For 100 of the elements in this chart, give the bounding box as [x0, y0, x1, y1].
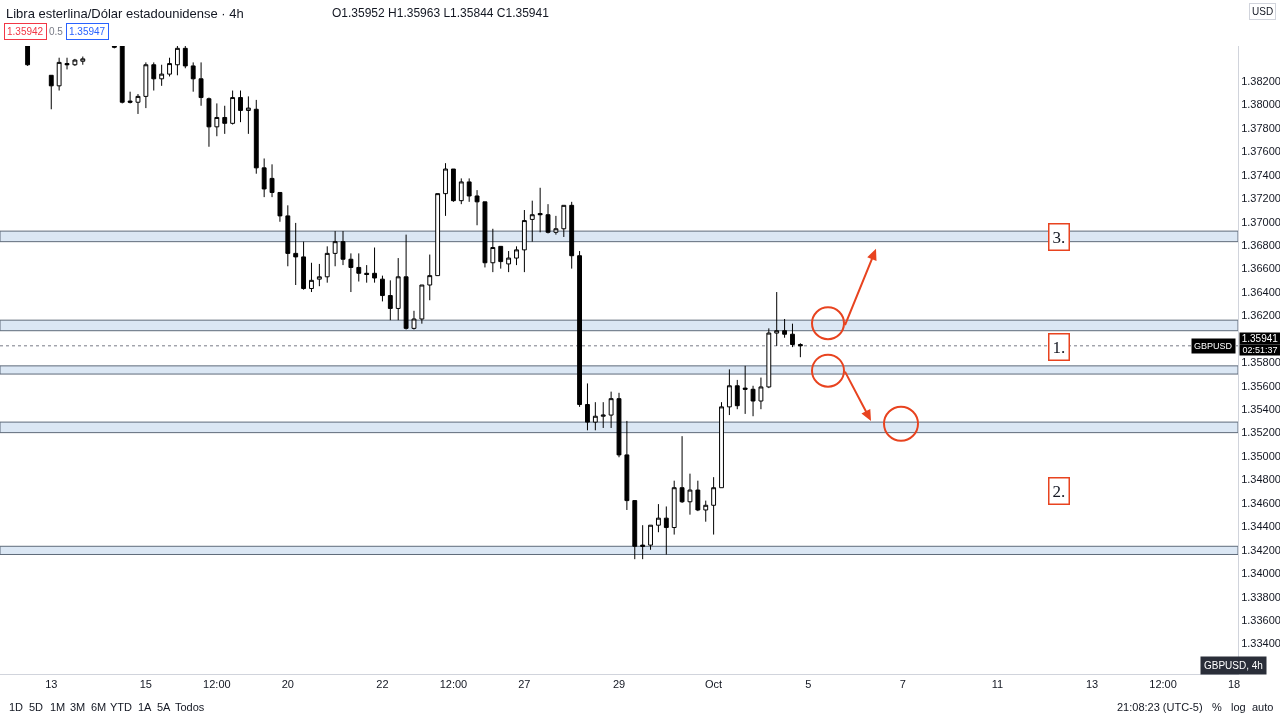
y-tick-label: 1.33800 — [1241, 590, 1280, 603]
candlestick — [758, 377, 764, 410]
text: auto — [1252, 701, 1274, 713]
y-tick-label: 1.37000 — [1241, 215, 1280, 228]
candlestick — [80, 56, 86, 66]
candlestick — [561, 204, 567, 238]
y-tick-label: 1.37200 — [1241, 192, 1280, 205]
candlestick — [182, 46, 188, 69]
candlestick — [514, 245, 519, 266]
candlestick — [553, 215, 559, 236]
x-tick-label: 13 — [45, 678, 58, 691]
candlestick — [372, 247, 377, 284]
candlestick — [167, 57, 172, 77]
candlestick — [695, 480, 701, 512]
candlestick — [111, 46, 117, 49]
candlestick — [245, 95, 251, 135]
candlestick — [269, 163, 275, 198]
y-tick-label: 1.35400 — [1241, 403, 1280, 416]
x-tick-label: 13 — [1085, 678, 1099, 691]
candlestick — [159, 64, 165, 87]
text: log — [1231, 701, 1246, 713]
y-tick-label: 1.34400 — [1241, 520, 1280, 533]
candlestick — [450, 168, 456, 203]
candlestick — [466, 177, 472, 203]
candlestick — [585, 382, 590, 431]
y-tick-label: 1.35000 — [1241, 449, 1280, 462]
candlestick — [797, 342, 803, 358]
candlestick — [190, 61, 196, 93]
candlestick — [56, 57, 62, 92]
text: O1.35952 H1.35963 L1.35844 C1.35941 — [332, 6, 550, 20]
y-tick-label: 1.34600 — [1241, 496, 1280, 509]
candlestick — [521, 209, 527, 273]
candlestick — [198, 61, 204, 107]
candlestick — [742, 365, 748, 415]
candlestick — [316, 263, 322, 287]
text: 6M — [91, 701, 107, 713]
y-tick-label: 1.36600 — [1241, 262, 1280, 275]
candlestick — [443, 162, 448, 217]
candlestick — [64, 57, 70, 70]
candlestick — [782, 318, 788, 339]
candlestick — [127, 91, 133, 104]
candlestick — [238, 90, 243, 123]
annotation: 2. — [1052, 481, 1066, 501]
y-tick-label: 1.37400 — [1241, 168, 1280, 181]
x-tick-label: 15 — [139, 678, 153, 691]
candlestick — [726, 368, 732, 416]
text: 1.35942 — [7, 26, 44, 37]
candlestick — [687, 473, 693, 516]
candlestick — [387, 279, 393, 321]
y-tick-label: 1.37600 — [1241, 145, 1280, 158]
candlestick — [285, 204, 291, 267]
candlestick — [490, 228, 496, 273]
candlestick — [309, 262, 314, 293]
y-tick-label: 1.34800 — [1241, 473, 1280, 486]
candlestick — [577, 250, 583, 408]
y-tick-label: 1.35800 — [1241, 356, 1280, 369]
text: 02:51:37 — [1242, 345, 1278, 355]
text: USD — [1252, 6, 1274, 17]
x-tick-label: 11 — [991, 678, 1004, 691]
candlestick — [734, 379, 740, 410]
candlestick — [261, 157, 267, 198]
candlestick — [356, 252, 362, 282]
candlestick — [301, 241, 307, 291]
x-tick-label: 22 — [376, 678, 389, 691]
candlestick — [395, 257, 401, 321]
y-tick-label: 1.34200 — [1241, 543, 1280, 556]
candlestick — [174, 46, 180, 76]
candlestick — [135, 93, 141, 115]
candlestick — [671, 480, 677, 536]
candlestick — [364, 264, 370, 284]
candlestick — [774, 291, 780, 347]
y-tick-label: 1.33400 — [1241, 637, 1280, 650]
x-tick-label: 27 — [518, 678, 531, 691]
annotation: 3. — [1052, 227, 1066, 247]
text: 3M — [70, 701, 86, 713]
candlestick — [411, 310, 417, 331]
text: 1A — [138, 701, 153, 713]
text: 21:08:23 (UTC-5) — [1117, 701, 1203, 713]
candlestick — [143, 61, 149, 109]
y-tick-label: 1.38000 — [1241, 98, 1280, 111]
y-tick-label: 1.37800 — [1241, 121, 1280, 134]
text: 5D — [29, 701, 44, 713]
y-tick-label: 1.36800 — [1241, 239, 1280, 252]
candlestick — [545, 203, 551, 234]
x-tick-label: 18 — [1227, 678, 1241, 691]
candlestick — [435, 193, 441, 277]
candlestick — [648, 524, 653, 551]
candlestick — [332, 230, 338, 267]
candlestick — [750, 385, 756, 417]
candlestick — [537, 187, 543, 233]
y-tick-label: 1.35200 — [1241, 426, 1280, 439]
candlestick — [608, 391, 614, 429]
candlestick — [348, 252, 354, 293]
candlestick — [222, 105, 228, 135]
candlestick — [293, 222, 299, 286]
candlestick — [498, 245, 504, 270]
candlestick — [151, 61, 157, 92]
candlestick — [766, 327, 772, 389]
candlestick — [474, 189, 480, 226]
candlestick — [482, 201, 488, 268]
